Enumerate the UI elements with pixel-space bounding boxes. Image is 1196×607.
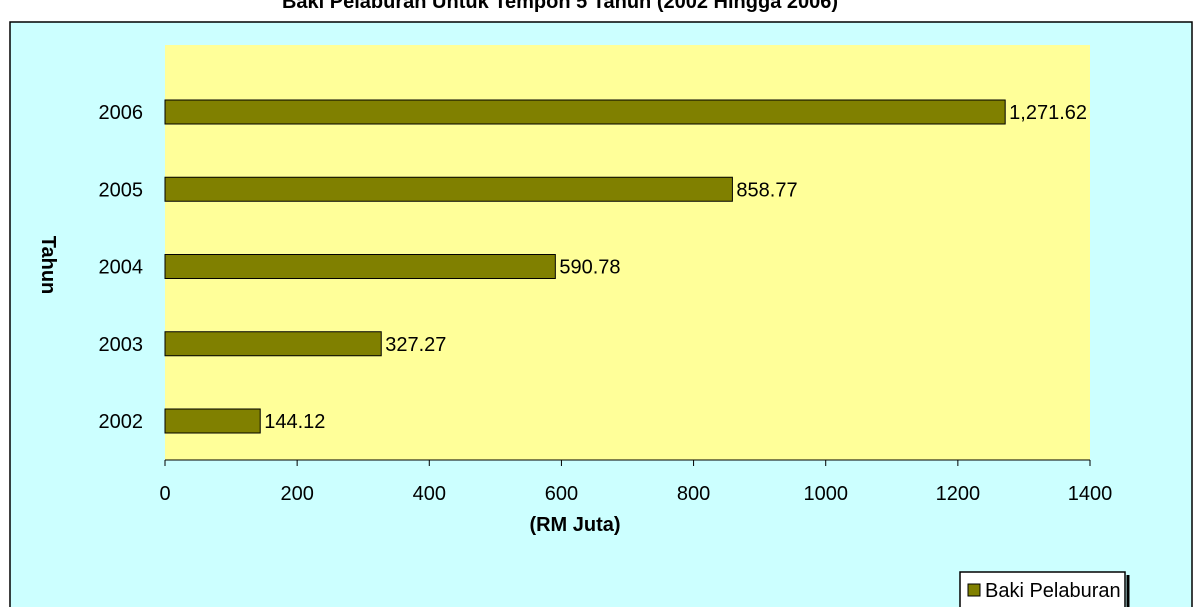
x-tick-label: 1200 (936, 483, 981, 505)
x-tick-label: 1400 (1068, 483, 1113, 505)
x-tick-label: 0 (159, 483, 170, 505)
data-label: 144.12 (264, 411, 325, 433)
data-label: 590.78 (559, 257, 620, 279)
legend-box (959, 571, 1126, 607)
chart-title: Baki Pelaburan Untuk Tempoh 5 Tahun (200… (282, 0, 838, 13)
x-axis-label: (RM Juta) (529, 514, 620, 536)
y-tick-label: 2004 (99, 257, 144, 279)
data-label: 1,271.62 (1009, 102, 1087, 124)
legend-label: Baki Pelaburan (985, 580, 1121, 602)
bar (164, 254, 556, 279)
y-tick-label: 2005 (99, 179, 144, 201)
x-tick-label: 1000 (803, 483, 848, 505)
y-tick-label: 2003 (99, 334, 144, 356)
data-label: 858.77 (736, 179, 797, 201)
x-tick-label: 400 (413, 483, 446, 505)
x-tick-label: 800 (677, 483, 710, 505)
legend: Baki Pelaburan (959, 571, 1130, 607)
y-tick-label: 2006 (99, 102, 144, 124)
y-axis-label: Tahun (37, 236, 59, 295)
legend-swatch (967, 583, 981, 597)
bar (164, 408, 261, 434)
bar (164, 99, 1006, 125)
bar (164, 176, 733, 202)
x-tick-label: 600 (545, 483, 578, 505)
x-tick-label: 200 (280, 483, 313, 505)
y-tick-label: 2002 (99, 411, 144, 433)
data-label: 327.27 (385, 334, 446, 356)
bar (164, 331, 382, 357)
